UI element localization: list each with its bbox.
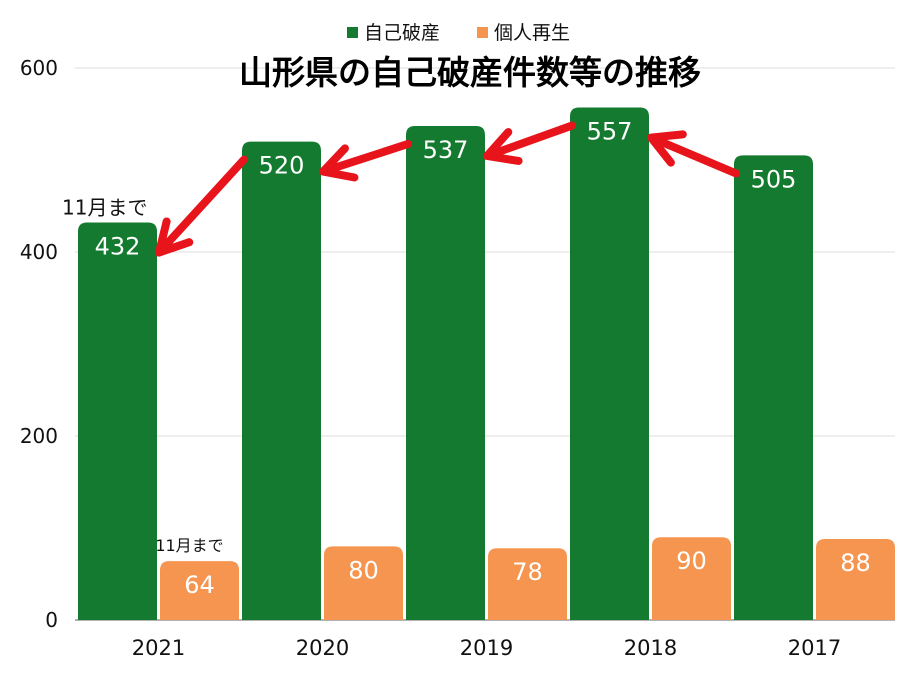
trend-arrow	[319, 139, 412, 182]
arrow-shaft	[650, 135, 740, 178]
annotation-label: 11月まで	[62, 196, 147, 220]
y-tick-label: 0	[45, 608, 58, 632]
bar-rehabilitation-2017	[816, 539, 895, 620]
data-label: 64	[184, 571, 215, 599]
data-label: 78	[512, 558, 543, 586]
x-tick-label: 2019	[460, 636, 513, 660]
legend: 自己破産 個人再生	[347, 22, 570, 44]
x-tick-label: 2021	[132, 636, 185, 660]
bar-bankruptcy-2020	[242, 141, 321, 620]
y-axis-ticks: 0 200 400 600	[20, 56, 58, 632]
x-axis-labels: 2021 2020 2019 2018 2017	[132, 636, 841, 660]
trend-arrow	[483, 121, 576, 165]
annotations: 11月まで 11月まで	[62, 196, 224, 556]
legend-label: 自己破産	[364, 22, 440, 44]
data-label: 557	[587, 118, 633, 146]
data-label: 88	[840, 549, 871, 577]
data-label: 90	[676, 547, 707, 575]
arrow-shaft	[486, 121, 576, 159]
bar-rehabilitation-2021	[160, 561, 239, 620]
y-tick-label: 200	[20, 424, 58, 448]
arrow-head	[647, 130, 687, 167]
arrow-head	[155, 217, 194, 257]
arrow-head	[319, 144, 359, 182]
arrow-shaft	[157, 155, 248, 254]
y-tick-label: 400	[20, 240, 58, 264]
y-tick-label: 600	[20, 56, 58, 80]
bar-rehabilitation-2018	[652, 537, 731, 620]
bar-rehabilitation-2020	[324, 546, 403, 620]
trend-arrow	[155, 155, 248, 257]
legend-swatch	[477, 27, 488, 38]
x-tick-label: 2017	[788, 636, 841, 660]
data-labels: 432 64 520 80 537 78 557 90 505 88	[95, 118, 871, 600]
x-tick-label: 2018	[624, 636, 677, 660]
bar-bankruptcy-2019	[406, 125, 485, 621]
arrow-shaft	[322, 139, 412, 175]
chart-title: 山形県の自己破産件数等の推移	[239, 53, 701, 92]
annotation-label: 11月まで	[155, 536, 223, 555]
data-label: 80	[348, 556, 379, 584]
arrow-head	[483, 128, 523, 165]
legend-swatch	[347, 27, 358, 38]
trend-arrows	[155, 121, 740, 257]
legend-label: 個人再生	[494, 22, 570, 44]
data-label: 520	[259, 152, 305, 180]
trend-arrow	[647, 130, 740, 178]
bar-bankruptcy-2018	[570, 107, 649, 620]
bar-bankruptcy-2021	[78, 222, 157, 620]
data-label: 432	[95, 233, 141, 261]
data-label: 505	[751, 165, 797, 193]
bars	[78, 107, 895, 621]
bar-bankruptcy-2017	[734, 155, 813, 620]
x-tick-label: 2020	[296, 636, 349, 660]
data-label: 537	[423, 136, 469, 164]
bar-rehabilitation-2019	[488, 548, 567, 620]
